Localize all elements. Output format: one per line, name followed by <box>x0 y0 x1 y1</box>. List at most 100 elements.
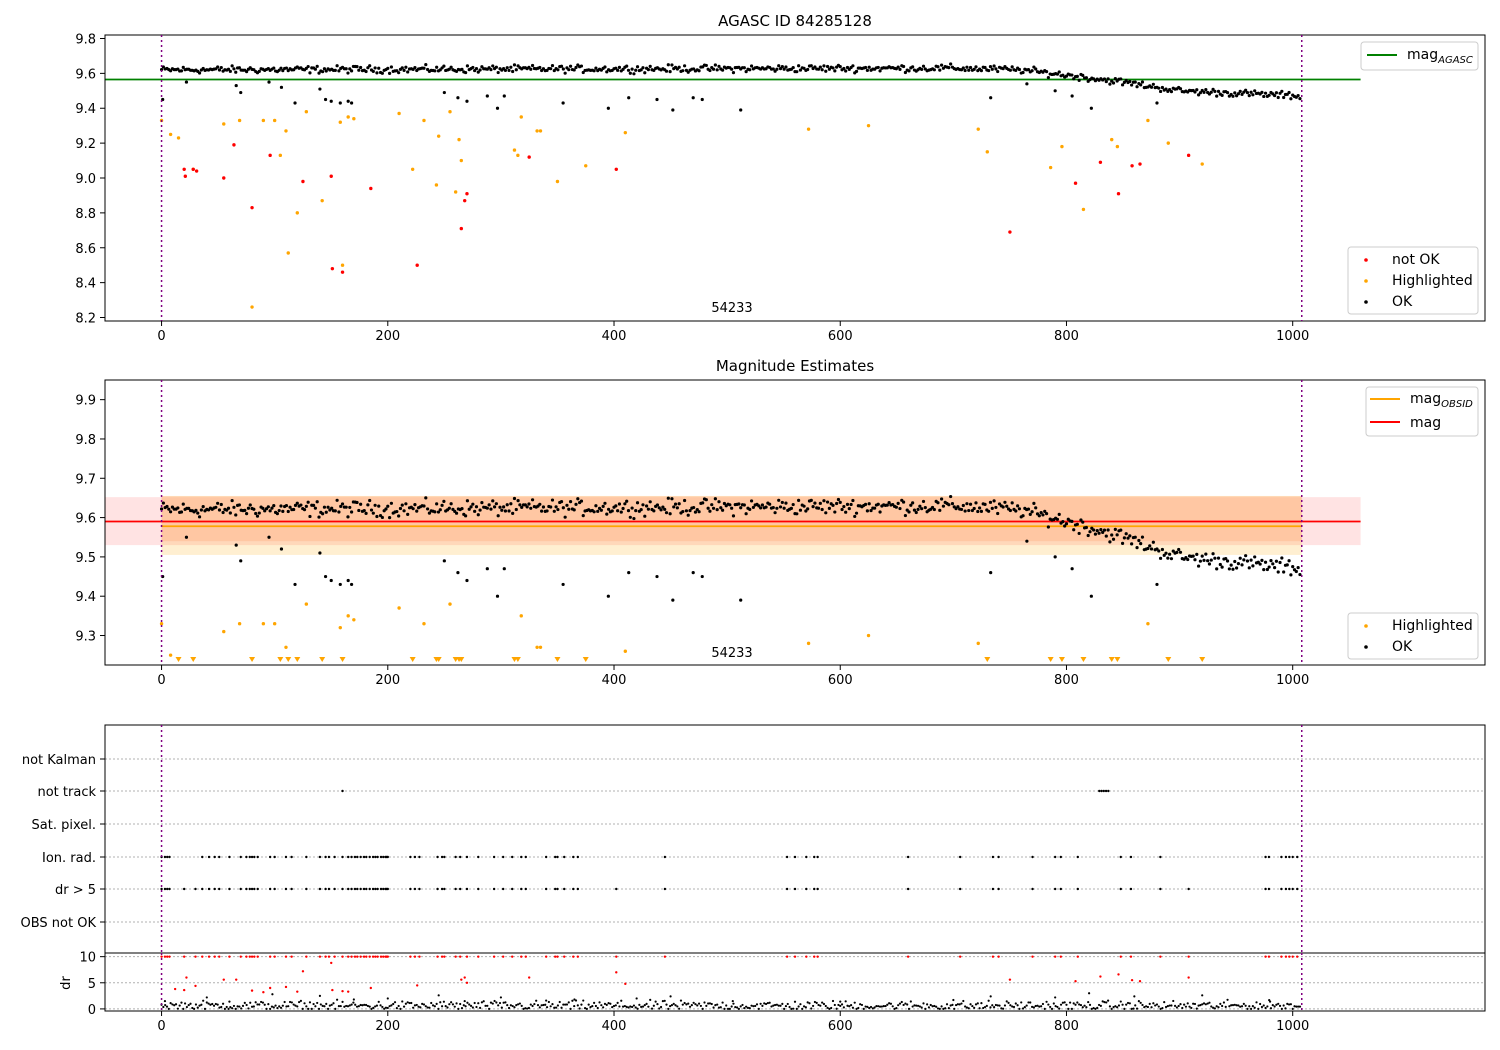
ok-point <box>541 505 546 509</box>
y-tick-label: 9.6 <box>75 512 96 527</box>
dr-point <box>319 1003 322 1006</box>
ok-point <box>1280 556 1284 560</box>
dr-point <box>1192 1002 1195 1005</box>
ok-point <box>284 66 289 70</box>
dr-capped-point <box>201 955 204 958</box>
ok-point <box>308 71 312 75</box>
dr-gt-5-flag <box>413 887 417 891</box>
highlighted-point <box>159 622 164 626</box>
ok-point <box>1238 89 1242 94</box>
dr-point <box>710 1002 713 1006</box>
ok-point <box>1198 559 1203 563</box>
highlighted-point <box>168 132 173 137</box>
ok-point <box>293 503 298 507</box>
ok-point <box>865 68 869 72</box>
highlighted-point <box>304 602 309 606</box>
ok-point <box>748 68 752 72</box>
ok-point <box>279 85 284 89</box>
ok-point <box>950 502 955 506</box>
dr-gt-5-flag <box>816 887 819 891</box>
ok-point <box>495 106 500 110</box>
ion-rad-flag <box>362 855 366 859</box>
dr-point <box>401 1000 404 1003</box>
dr-gt-5-flag <box>379 887 383 891</box>
ok-point <box>169 69 173 73</box>
dr-point <box>1067 1007 1070 1011</box>
highlighted-point <box>278 153 283 158</box>
dr-point <box>614 1004 617 1007</box>
ok-point <box>677 65 681 69</box>
ok-point <box>502 505 506 509</box>
ok-point <box>686 513 690 517</box>
ok-point <box>1124 532 1128 536</box>
dr-gt-5-flag <box>341 887 344 891</box>
ok-point <box>1034 506 1038 510</box>
dr-point <box>801 1007 804 1011</box>
legend-mag-agasc: mag <box>1407 47 1438 63</box>
ok-point <box>550 498 555 502</box>
ion-rad-flag <box>324 855 327 859</box>
dr-point <box>888 1002 891 1005</box>
dr-point <box>502 1001 505 1004</box>
ok-point <box>337 510 341 514</box>
ok-point <box>179 69 184 73</box>
y-tick-label: 9.2 <box>75 137 96 152</box>
dr-point <box>384 1006 388 1009</box>
dr-point <box>813 1000 817 1004</box>
dr-high-point <box>250 989 254 992</box>
ion-rad-flag <box>1264 855 1267 859</box>
ok-point <box>226 506 231 510</box>
dr-point <box>895 1007 898 1010</box>
ok-point <box>700 574 704 579</box>
dr-point <box>413 1004 417 1007</box>
ok-point <box>275 512 279 516</box>
dr-point <box>298 1000 301 1004</box>
ok-point <box>561 582 565 587</box>
ok-point <box>641 503 645 507</box>
ok-point <box>465 99 469 103</box>
ok-point <box>851 64 855 68</box>
dr-point <box>784 1004 788 1008</box>
ok-point <box>321 70 325 74</box>
ok-point <box>1151 82 1155 86</box>
ok-point <box>1113 527 1117 531</box>
highlighted-offscale-marker <box>285 657 292 662</box>
ok-point <box>550 63 555 68</box>
ok-point <box>835 501 839 506</box>
ok-point <box>737 502 741 506</box>
ok-point <box>263 509 267 513</box>
dr-point <box>629 1005 632 1008</box>
dr-point <box>659 1005 663 1009</box>
dr-capped-point <box>663 955 667 958</box>
ok-point <box>963 509 967 513</box>
ok-point <box>302 507 307 512</box>
ok-point <box>831 66 835 70</box>
dr-gt-5-flag <box>997 887 1000 891</box>
dr-point <box>705 1004 708 1007</box>
dr-point <box>562 1003 565 1006</box>
ok-point <box>1128 79 1132 84</box>
dr-point <box>422 1003 426 1006</box>
ok-point <box>1253 555 1257 559</box>
ok-point <box>811 505 815 509</box>
agasc-panel: AGASC ID 84285128 0 200 400 600 800 10008.28.… <box>75 12 1486 344</box>
ok-point <box>1233 91 1237 95</box>
ok-point <box>485 567 489 571</box>
dr-point <box>1065 1003 1068 1006</box>
dr-point <box>406 1001 409 1004</box>
ok-point <box>1220 93 1224 97</box>
ok-point <box>1191 554 1195 558</box>
dr-gt-5-flag <box>524 887 527 891</box>
ok-point <box>963 68 967 73</box>
ok-point <box>561 506 565 510</box>
dr-point <box>1277 1002 1280 1005</box>
dr-gt-5-flag <box>443 887 446 891</box>
ok-point <box>237 66 241 70</box>
ok-point <box>286 509 290 514</box>
ok-point <box>1267 93 1271 97</box>
dr-point <box>878 1005 882 1008</box>
ok-point <box>1140 535 1145 539</box>
dr-gt-5-flag <box>356 887 359 891</box>
ok-point <box>1157 86 1161 90</box>
dr-point <box>1007 1001 1010 1005</box>
